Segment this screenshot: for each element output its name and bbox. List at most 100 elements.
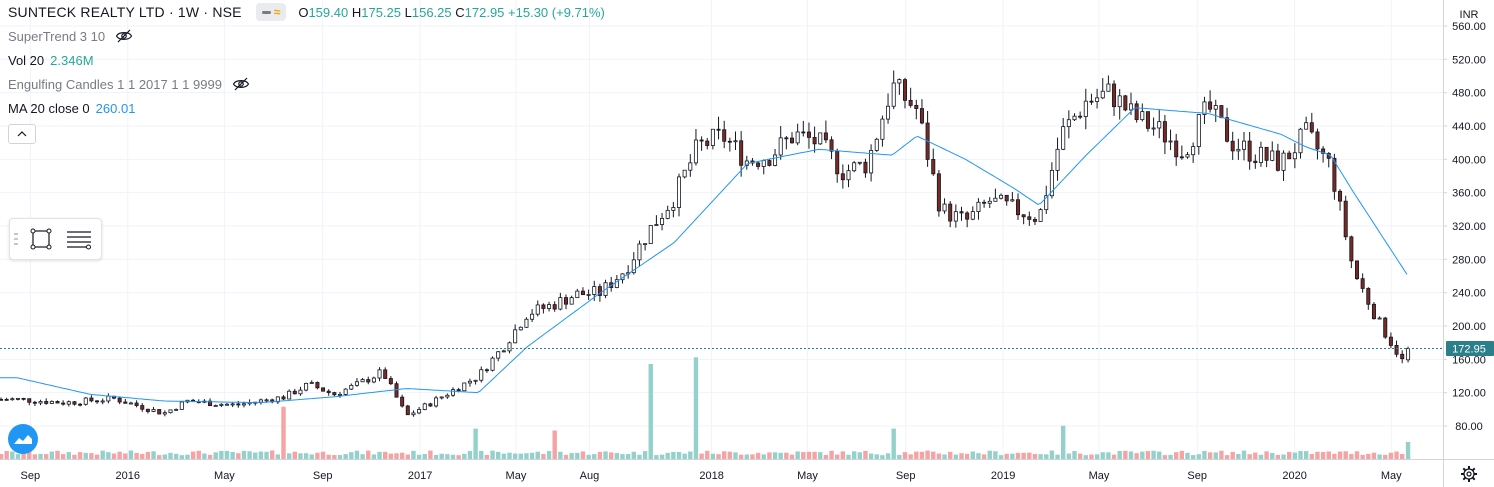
candle-body bbox=[569, 297, 574, 305]
volume-bar bbox=[428, 450, 433, 459]
volume-bar bbox=[162, 454, 168, 459]
candle-body bbox=[806, 131, 811, 138]
gear-icon[interactable] bbox=[1460, 465, 1478, 483]
candle-body bbox=[394, 383, 399, 398]
volume-bar bbox=[298, 453, 303, 459]
candle-body bbox=[1400, 353, 1405, 360]
volume-bar bbox=[292, 451, 297, 459]
volume-bar bbox=[207, 454, 213, 459]
candle-body bbox=[631, 259, 636, 274]
rectangle-tool-icon bbox=[30, 228, 52, 250]
candle-body bbox=[1388, 336, 1393, 346]
volume-bar bbox=[631, 451, 636, 459]
volume-row[interactable]: Vol 20 2.346M bbox=[8, 48, 605, 72]
candle-body bbox=[1168, 140, 1173, 143]
volume-bar bbox=[1049, 450, 1055, 459]
candle-body bbox=[484, 369, 489, 372]
candle-body bbox=[970, 211, 975, 220]
volume-bar bbox=[1219, 450, 1224, 459]
volume-bar bbox=[72, 454, 77, 459]
volume-bar bbox=[496, 451, 501, 459]
price-axis[interactable]: 80.00 120.00 160.00 200.00 240.00 280.00 320.0… bbox=[1443, 21, 1486, 433]
engulfing-row[interactable]: Engulfing Candles 1 1 2017 1 1 9999 bbox=[8, 72, 605, 96]
volume-bar bbox=[377, 451, 382, 459]
volume-bar bbox=[1332, 453, 1337, 459]
candle-body bbox=[812, 137, 817, 145]
candle-body bbox=[942, 203, 947, 212]
volume-bar bbox=[1015, 452, 1021, 459]
ma-row[interactable]: MA 20 close 0 260.01 bbox=[8, 96, 605, 120]
volume-bar bbox=[1168, 454, 1173, 459]
candle-body bbox=[756, 162, 761, 167]
rectangle-tool-button[interactable] bbox=[22, 219, 60, 259]
candle-body bbox=[1162, 121, 1167, 143]
volume-bar bbox=[552, 430, 557, 459]
drawing-toolbox[interactable] bbox=[9, 218, 102, 260]
volume-bar bbox=[60, 454, 66, 459]
volume-bar bbox=[1061, 425, 1066, 459]
volume-bar bbox=[1287, 451, 1292, 459]
candle-body bbox=[1321, 148, 1326, 154]
ohlc-values: O159.40 H175.25 L156.25 C172.95 +15.30 (… bbox=[298, 5, 605, 20]
eye-off-icon[interactable] bbox=[115, 29, 133, 43]
candle-body bbox=[1270, 150, 1275, 161]
candle-body bbox=[982, 201, 987, 204]
eye-off-icon[interactable] bbox=[232, 77, 250, 91]
volume-bar bbox=[467, 451, 473, 459]
time-tick-label: May bbox=[506, 470, 527, 482]
time-tick-label: May bbox=[1089, 470, 1110, 482]
volume-bar bbox=[682, 453, 687, 459]
volume-bar bbox=[123, 453, 128, 459]
tradingview-logo-icon[interactable] bbox=[8, 424, 38, 454]
volume-bar bbox=[846, 454, 851, 459]
collapse-legend-button[interactable] bbox=[8, 124, 36, 144]
lines-tool-button[interactable] bbox=[60, 219, 98, 259]
candle-body bbox=[682, 169, 687, 178]
price-tick-label: 160.00 bbox=[1452, 354, 1486, 366]
candle-body bbox=[236, 403, 241, 406]
volume-bar bbox=[936, 453, 942, 459]
candle-body bbox=[106, 395, 111, 402]
volume-bar bbox=[959, 453, 964, 459]
volume-bar bbox=[224, 450, 230, 459]
volume-bar bbox=[931, 451, 936, 459]
candle-body bbox=[1281, 152, 1286, 171]
volume-bar bbox=[450, 454, 456, 459]
candle-body bbox=[10, 398, 15, 401]
candle-body bbox=[1242, 140, 1247, 150]
volume-bar bbox=[614, 453, 620, 459]
candle-body bbox=[1038, 209, 1043, 222]
candle-body bbox=[434, 397, 439, 407]
time-tick-label: 2016 bbox=[116, 470, 140, 482]
candle-body bbox=[541, 304, 546, 309]
time-axis[interactable]: Sep 2016 May Sep 2017 May Aug 2018 May Sep 2019 May… bbox=[21, 470, 1403, 482]
volume-bar bbox=[134, 452, 139, 459]
symbol-title[interactable]: SUNTECK REALTY LTD · 1W · NSE bbox=[8, 4, 242, 20]
chart-legend: SUNTECK REALTY LTD · 1W · NSE ≈ O159.40 … bbox=[8, 0, 605, 144]
volume-bar bbox=[416, 454, 422, 459]
volume-bar bbox=[1196, 454, 1201, 459]
volume-bar bbox=[541, 453, 546, 459]
volume-bar bbox=[394, 453, 399, 459]
candle-body bbox=[100, 400, 105, 403]
candle-body bbox=[321, 387, 326, 392]
volume-bar bbox=[586, 454, 591, 459]
candle-body bbox=[722, 129, 727, 142]
volume-bar bbox=[360, 454, 365, 459]
candle-body bbox=[128, 402, 133, 405]
candle-body bbox=[501, 350, 506, 353]
chart-style-pill[interactable]: ≈ bbox=[255, 3, 287, 21]
candle-body bbox=[654, 224, 659, 226]
volume-bars bbox=[0, 357, 1411, 459]
candle-body bbox=[1004, 194, 1009, 202]
grip-icon[interactable] bbox=[10, 232, 22, 246]
candle-body bbox=[1355, 260, 1360, 280]
candle-body bbox=[490, 357, 495, 371]
candle-body bbox=[450, 389, 455, 396]
candle-body bbox=[575, 290, 580, 299]
time-tick-label: May bbox=[214, 470, 235, 482]
volume-bar bbox=[309, 454, 314, 459]
supertrend-row[interactable]: SuperTrend 3 10 bbox=[8, 24, 605, 48]
volume-bar bbox=[1394, 451, 1399, 459]
